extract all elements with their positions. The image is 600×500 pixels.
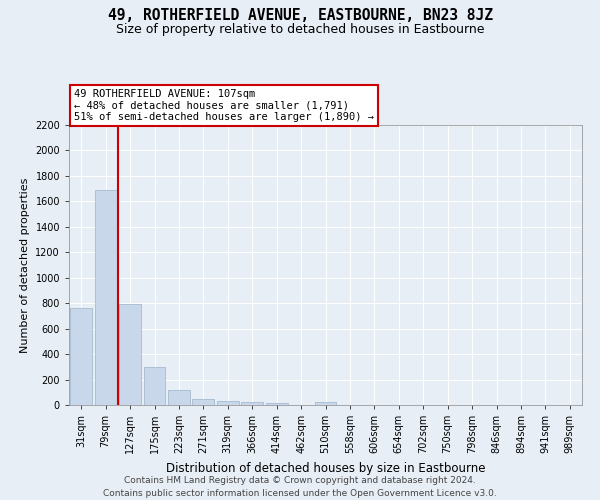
Text: 49, ROTHERFIELD AVENUE, EASTBOURNE, BN23 8JZ: 49, ROTHERFIELD AVENUE, EASTBOURNE, BN23…	[107, 8, 493, 22]
Bar	[193, 400, 214, 405]
Bar	[168, 390, 190, 405]
Text: Contains HM Land Registry data © Crown copyright and database right 2024.
Contai: Contains HM Land Registry data © Crown c…	[103, 476, 497, 498]
Bar	[70, 308, 92, 405]
Text: 49 ROTHERFIELD AVENUE: 107sqm
← 48% of detached houses are smaller (1,791)
51% o: 49 ROTHERFIELD AVENUE: 107sqm ← 48% of d…	[74, 89, 374, 122]
Bar	[143, 367, 166, 405]
Bar	[119, 304, 141, 405]
Bar	[217, 401, 239, 405]
Bar	[95, 190, 116, 405]
X-axis label: Distribution of detached houses by size in Eastbourne: Distribution of detached houses by size …	[166, 462, 485, 474]
Y-axis label: Number of detached properties: Number of detached properties	[20, 178, 29, 352]
Bar	[314, 402, 337, 405]
Bar	[266, 402, 287, 405]
Bar	[241, 402, 263, 405]
Text: Size of property relative to detached houses in Eastbourne: Size of property relative to detached ho…	[116, 22, 484, 36]
